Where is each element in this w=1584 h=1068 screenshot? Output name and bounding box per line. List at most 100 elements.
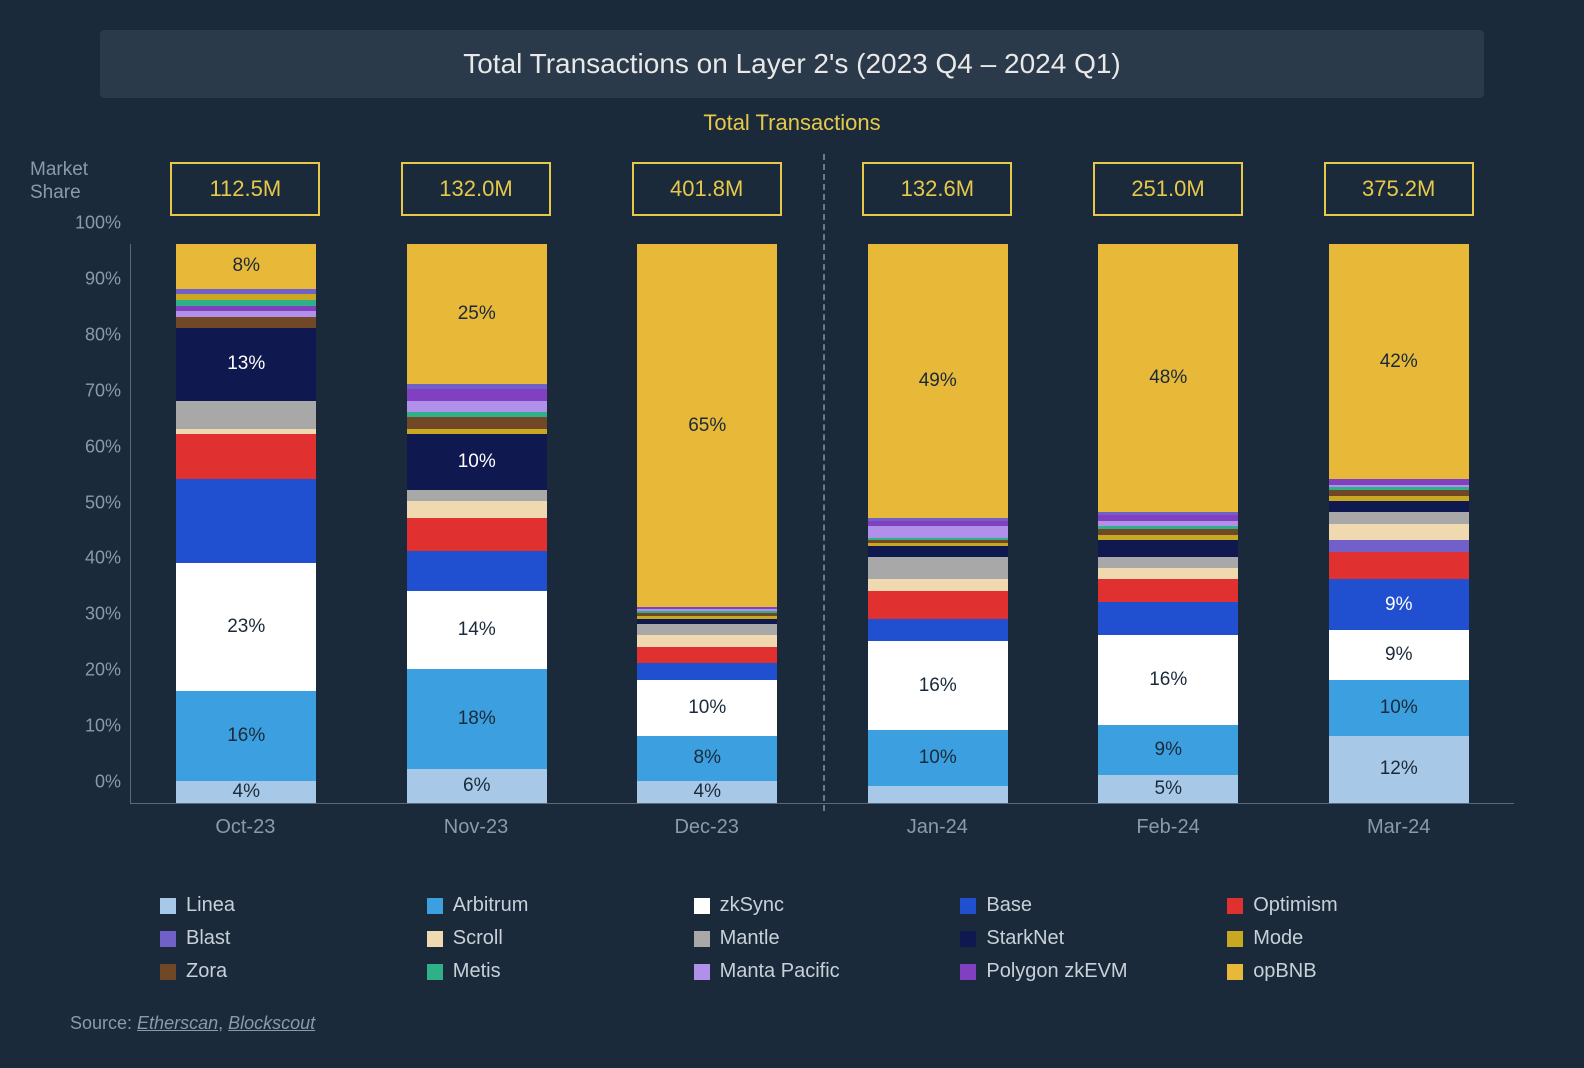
legend: LineaArbitrum zkSync Base Optimism Blast Scro… <box>160 894 1494 983</box>
bar-segment-opbnb: 42% <box>1329 244 1469 479</box>
legend-swatch <box>427 964 443 980</box>
bar-segment-arbitrum: 8% <box>637 736 777 781</box>
bar-segment-mantle <box>176 401 316 429</box>
chart-area: Market Share 112.5M132.0M401.8M132.6M251… <box>130 154 1514 834</box>
legend-item-linea: Linea <box>160 894 427 917</box>
bar-segment-manta <box>407 401 547 412</box>
source-link-blockscout[interactable]: Blockscout <box>228 1013 315 1033</box>
bar-segment-arbitrum: 9% <box>1098 725 1238 775</box>
legend-item-mode: Mode <box>1227 927 1494 950</box>
legend-swatch <box>427 931 443 947</box>
bar-segment-linea: 4% <box>176 781 316 803</box>
legend-swatch <box>160 898 176 914</box>
bar-column: 4%8%10% 65% <box>592 244 823 803</box>
ytick: 40% <box>71 548 131 569</box>
bar-segment-zksync: 9% <box>1329 630 1469 680</box>
stacked-bar: 12%10%9%9%42% <box>1329 244 1469 803</box>
ytick: 70% <box>71 380 131 401</box>
legend-item-base: Base <box>960 894 1227 917</box>
legend-label: Mantle <box>720 927 780 950</box>
bar-segment-zksync: 10% <box>637 680 777 736</box>
bar-segment-mantle <box>1098 557 1238 568</box>
bar-segment-blast <box>1329 540 1469 551</box>
legend-label: Optimism <box>1253 894 1337 917</box>
ytick: 20% <box>71 660 131 681</box>
ytick: 50% <box>71 492 131 513</box>
legend-swatch <box>160 931 176 947</box>
bar-segment-optimism <box>407 518 547 552</box>
x-axis-labels: Oct-23Nov-23Dec-23Jan-24Feb-24Mar-24 <box>130 816 1514 839</box>
bar-segment-opbnb: 65% <box>637 244 777 607</box>
bar-segment-zksync: 16% <box>868 641 1008 730</box>
yaxis-label: Market Share <box>30 159 88 205</box>
ytick: 0% <box>71 772 131 793</box>
ytick: 80% <box>71 324 131 345</box>
bar-segment-linea: 12% <box>1329 736 1469 803</box>
bar-segment-arbitrum: 18% <box>407 669 547 770</box>
bar-segment-starknet: 10% <box>407 434 547 490</box>
x-label: Dec-23 <box>591 816 822 839</box>
legend-swatch <box>427 898 443 914</box>
legend-swatch <box>1227 931 1243 947</box>
bar-column: 5%9%16%48% <box>1053 244 1284 803</box>
x-label: Nov-23 <box>361 816 592 839</box>
legend-label: Zora <box>186 960 227 983</box>
bar-segment-starknet <box>1329 501 1469 512</box>
legend-label: Polygon zkEVM <box>986 960 1127 983</box>
bar-column: 6%18%14% 10% 25% <box>362 244 593 803</box>
bar-column: 10%16%49% <box>823 244 1054 803</box>
legend-item-metis: Metis <box>427 960 694 983</box>
bar-segment-linea: 6% <box>407 769 547 803</box>
bar-segment-scroll <box>407 501 547 518</box>
total-box: 375.2M <box>1324 162 1474 216</box>
legend-label: Base <box>986 894 1032 917</box>
bar-segment-linea: 5% <box>1098 775 1238 803</box>
plot: 0%10%20%30%40%50%60%70%80%90%100% 4%16%2… <box>130 244 1514 804</box>
source-link-etherscan[interactable]: Etherscan <box>137 1013 218 1033</box>
legend-label: Blast <box>186 927 230 950</box>
chart-title: Total Transactions on Layer 2's (2023 Q4… <box>140 48 1444 80</box>
stacked-bar: 4%8%10% 65% <box>637 244 777 803</box>
bar-column: 4%16%23%13%8% <box>131 244 362 803</box>
bar-segment-scroll <box>868 579 1008 590</box>
stacked-bar: 6%18%14% 10% 25% <box>407 244 547 803</box>
legend-swatch <box>1227 964 1243 980</box>
bar-segment-arbitrum: 16% <box>176 691 316 780</box>
legend-item-zksync: zkSync <box>694 894 961 917</box>
title-bar: Total Transactions on Layer 2's (2023 Q4… <box>100 30 1484 98</box>
bar-segment-polygon <box>407 389 547 400</box>
bar-segment-zksync: 23% <box>176 563 316 692</box>
bar-segment-starknet: 13% <box>176 328 316 401</box>
bar-segment-optimism <box>1329 552 1469 580</box>
bar-segment-base <box>637 663 777 680</box>
bar-segment-optimism <box>868 591 1008 619</box>
legend-label: zkSync <box>720 894 784 917</box>
legend-swatch <box>694 964 710 980</box>
bar-segment-manta <box>868 526 1008 537</box>
bar-segment-linea <box>868 786 1008 803</box>
legend-label: opBNB <box>1253 960 1316 983</box>
bar-segment-scroll <box>1329 524 1469 541</box>
bar-segment-base: 9% <box>1329 579 1469 629</box>
bar-segment-base <box>407 551 547 590</box>
legend-item-arbitrum: Arbitrum <box>427 894 694 917</box>
ytick: 90% <box>71 268 131 289</box>
bar-segment-zksync: 14% <box>407 591 547 669</box>
legend-item-scroll: Scroll <box>427 927 694 950</box>
bar-segment-zora <box>176 317 316 328</box>
total-box: 112.5M <box>170 162 320 216</box>
legend-item-blast: Blast <box>160 927 427 950</box>
bar-segment-opbnb: 25% <box>407 244 547 384</box>
legend-label: Manta Pacific <box>720 960 840 983</box>
bar-segment-scroll <box>1098 568 1238 579</box>
chart-subtitle: Total Transactions <box>30 110 1554 136</box>
x-label: Jan-24 <box>822 816 1053 839</box>
bar-segment-starknet <box>868 546 1008 557</box>
legend-item-manta: Manta Pacific <box>694 960 961 983</box>
legend-swatch <box>960 964 976 980</box>
legend-swatch <box>1227 898 1243 914</box>
x-label: Mar-24 <box>1283 816 1514 839</box>
bar-segment-mantle <box>637 624 777 635</box>
bar-segment-linea: 4% <box>637 781 777 803</box>
bar-segment-arbitrum: 10% <box>1329 680 1469 736</box>
